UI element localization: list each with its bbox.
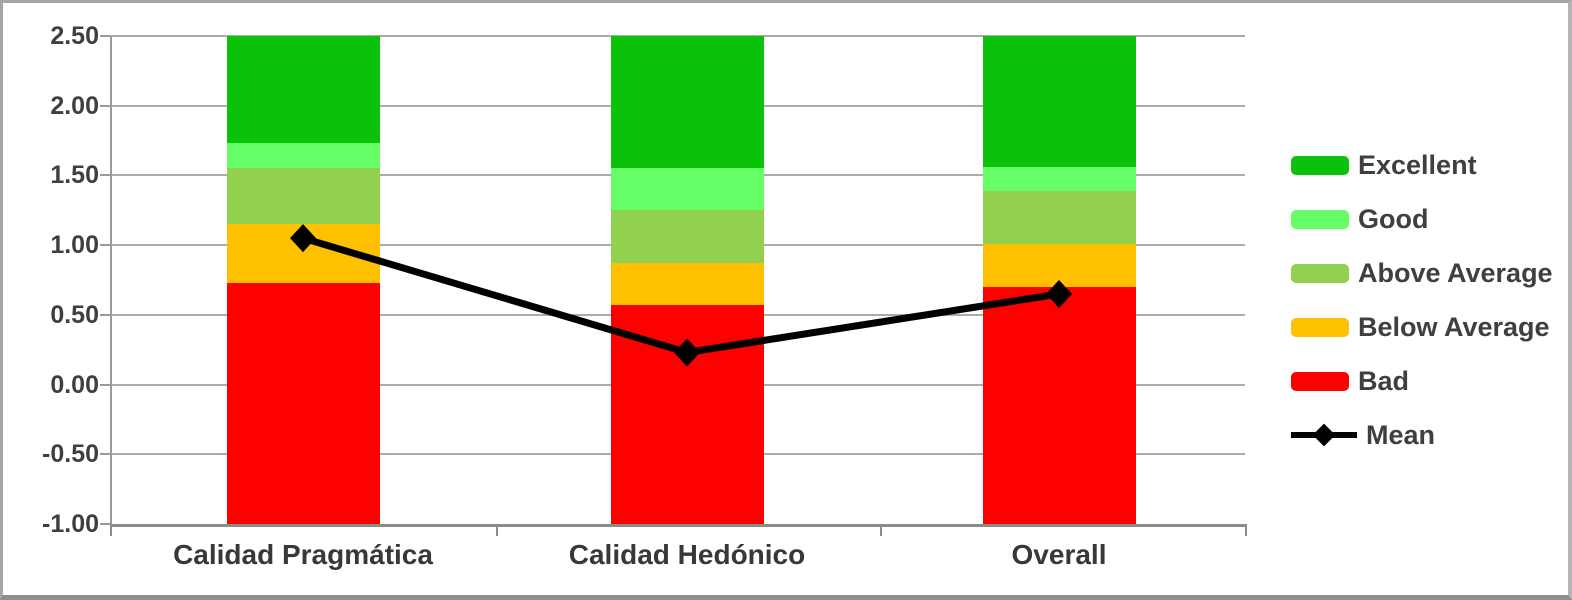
legend-label: Below Average <box>1358 311 1550 342</box>
bar-segment <box>227 36 380 144</box>
legend-swatch <box>1291 263 1349 283</box>
y-tick <box>100 244 110 247</box>
x-category-label: Calidad Hedónico <box>568 539 806 570</box>
legend-swatch <box>1291 155 1349 175</box>
y-tick <box>100 104 110 107</box>
legend-label: Excellent <box>1358 149 1477 180</box>
legend-item: Mean <box>1291 408 1553 462</box>
y-tick <box>100 523 110 525</box>
y-tick-label: 1.00 <box>50 231 99 260</box>
bar-segment <box>983 243 1136 287</box>
bar-segment <box>227 224 380 283</box>
y-tick <box>100 174 110 177</box>
y-tick <box>100 35 110 37</box>
legend-label: Bad <box>1358 365 1410 396</box>
y-axis-line <box>110 36 112 524</box>
bar-segment <box>611 210 764 264</box>
legend-label: Good <box>1358 203 1429 234</box>
x-tick <box>880 527 882 536</box>
bar-segment <box>227 168 380 225</box>
mean-legend-marker <box>1291 423 1357 447</box>
bar-segment <box>983 286 1136 524</box>
y-tick <box>100 313 110 316</box>
legend-swatch <box>1291 209 1349 229</box>
bar-segment <box>983 190 1136 244</box>
legend-swatch <box>1291 317 1349 337</box>
x-tick <box>110 527 112 536</box>
legend-item: Bad <box>1291 354 1553 408</box>
x-tick <box>1245 527 1247 536</box>
bar-segment <box>983 167 1136 191</box>
chart-legend: Excellent Good Above Average Below Average B… <box>1291 138 1553 462</box>
y-tick-label: -0.50 <box>42 440 99 469</box>
bar-segment <box>611 263 764 306</box>
legend-label: Mean <box>1366 419 1436 450</box>
bar-segment <box>227 282 380 524</box>
x-axis-line <box>110 524 1247 527</box>
y-tick-label: 2.00 <box>50 91 99 120</box>
legend-item: Excellent <box>1291 138 1553 192</box>
bar-segment <box>983 36 1136 168</box>
y-tick <box>100 383 110 386</box>
legend-swatch <box>1291 371 1349 391</box>
legend-item: Good <box>1291 192 1553 246</box>
y-tick-label: 0.00 <box>50 370 99 399</box>
y-tick-label: 1.50 <box>50 161 99 190</box>
y-tick-label: -1.00 <box>42 510 99 538</box>
bar-segment <box>227 143 380 169</box>
bar-segment <box>611 168 764 211</box>
legend-label: Above Average <box>1358 257 1553 288</box>
x-tick <box>496 527 498 536</box>
x-category-label: Overall <box>1011 539 1107 570</box>
legend-item: Below Average <box>1291 300 1553 354</box>
y-tick-label: 2.50 <box>50 22 99 50</box>
bar-segment <box>611 305 764 524</box>
legend-item: Above Average <box>1291 246 1553 300</box>
x-category-label: Calidad Pragmática <box>173 539 433 570</box>
mean-legend-diamond <box>1312 423 1336 447</box>
bar-segment <box>611 36 764 169</box>
y-tick-label: 0.50 <box>50 300 99 329</box>
y-tick <box>100 453 110 456</box>
